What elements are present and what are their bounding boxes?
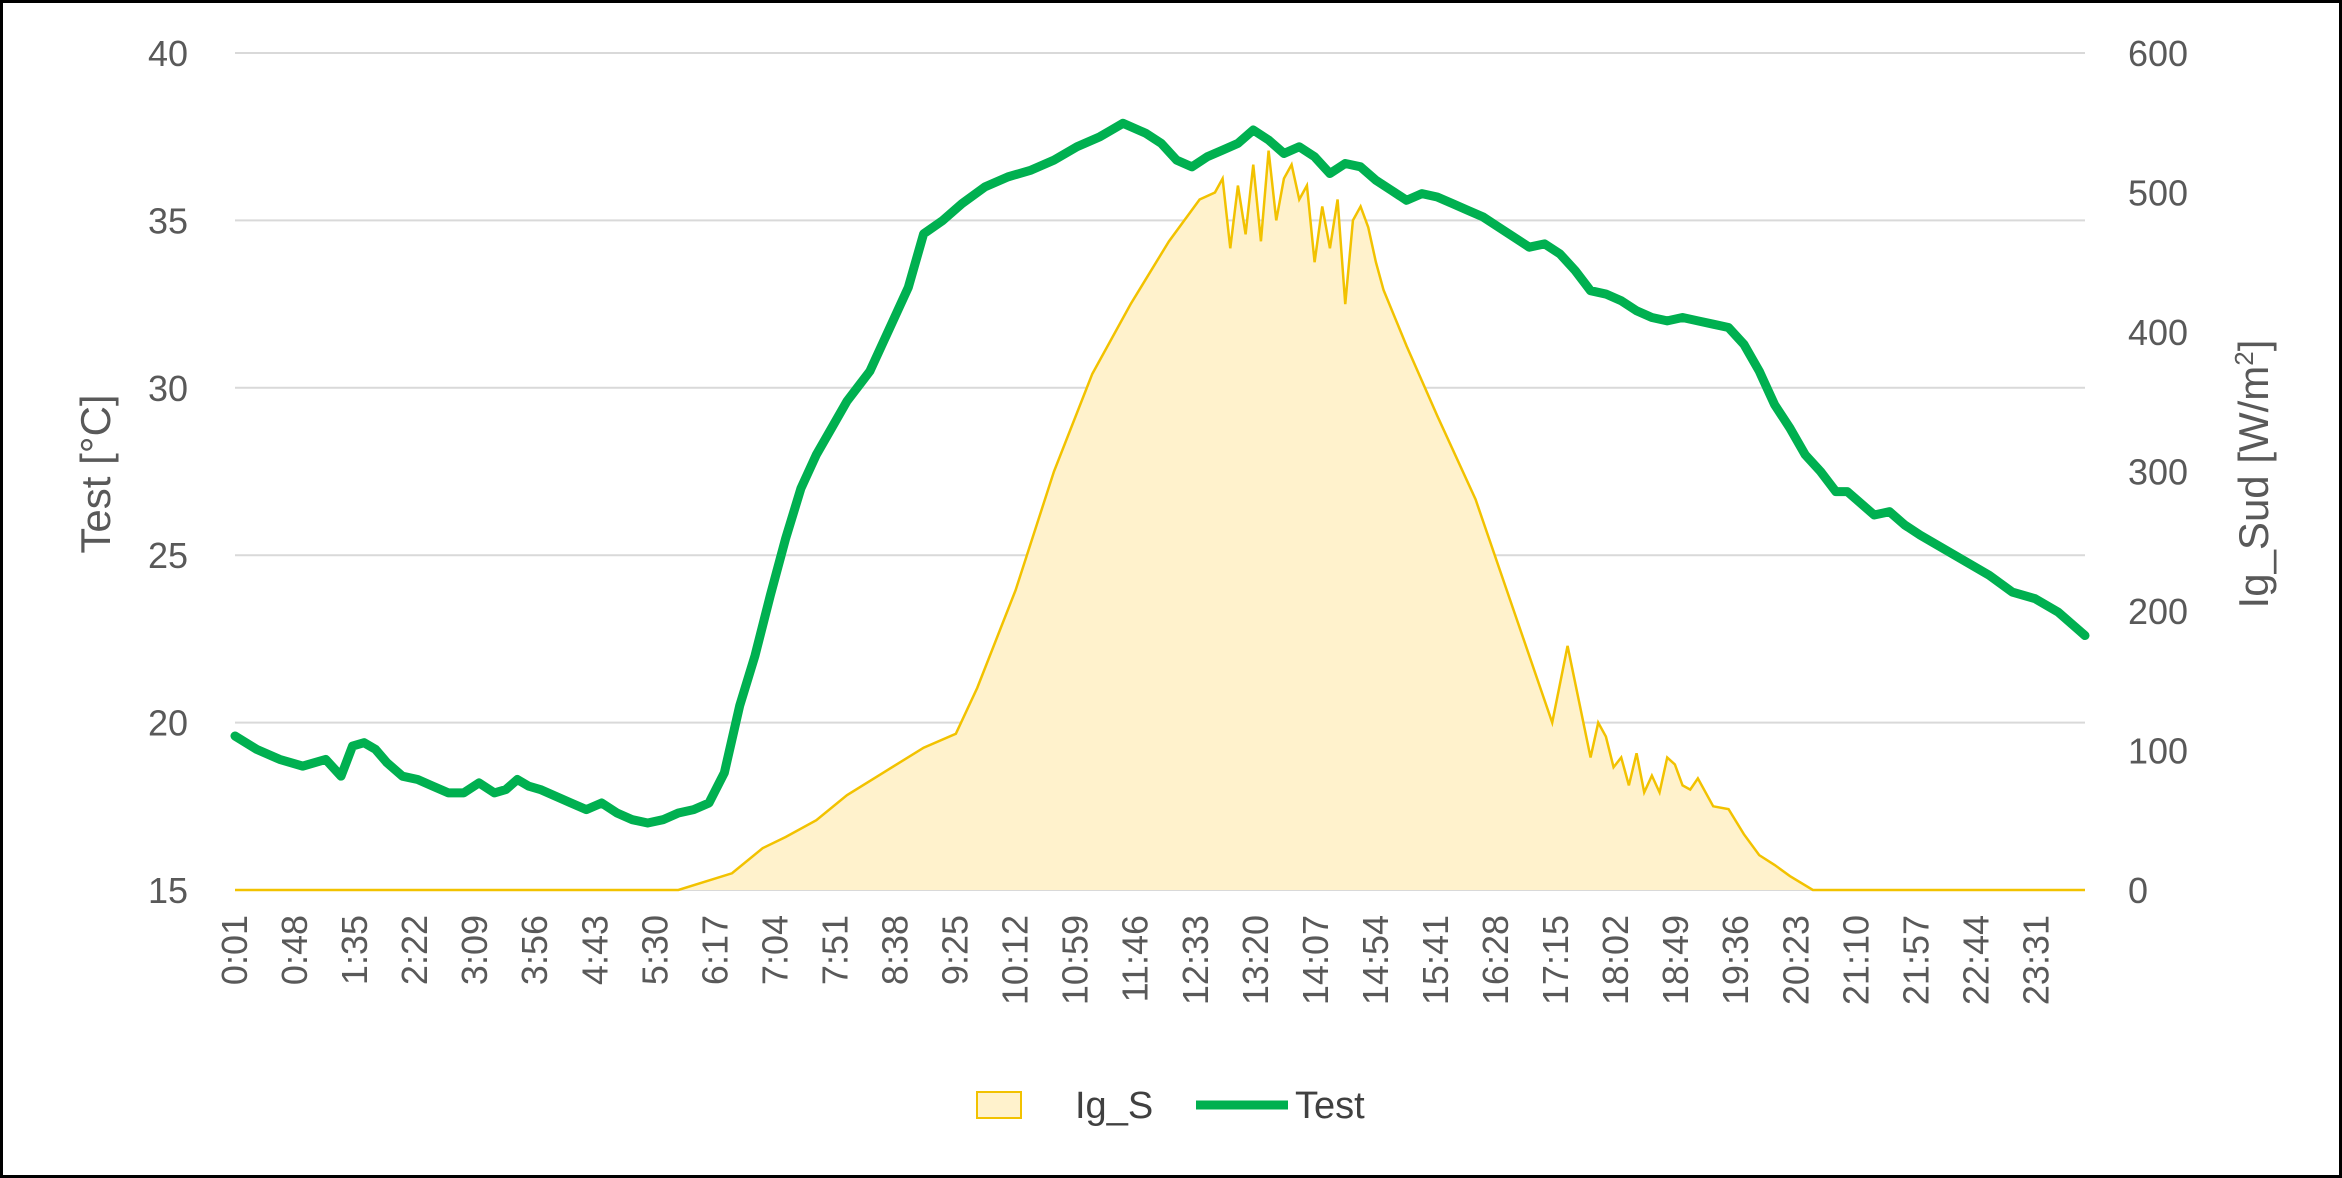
- left-tick-label: 40: [148, 33, 188, 74]
- right-axis-title-end: ]: [2230, 340, 2277, 352]
- x-tick-label: 3:09: [454, 915, 495, 985]
- legend: Ig_S Test: [976, 1085, 1365, 1127]
- x-tick-label: 12:33: [1175, 915, 1216, 1005]
- x-tick-label: 11:46: [1115, 915, 1156, 1002]
- right-tick-label: 500: [2128, 173, 2188, 214]
- right-tick-label: 100: [2128, 731, 2188, 772]
- x-tick-label: 13:20: [1235, 915, 1276, 1005]
- ig-s-series: [235, 150, 2085, 892]
- ig-s-area-fill: [235, 150, 2085, 890]
- right-axis-ticks: 0 100 200 300 400 500 600: [2128, 33, 2188, 911]
- legend-label-ig-s: Ig_S: [1075, 1085, 1153, 1127]
- x-tick-label: 3:56: [514, 915, 555, 985]
- x-tick-label: 7:04: [754, 915, 795, 985]
- test-series: [230, 118, 2090, 828]
- x-tick-label: 8:38: [875, 915, 916, 985]
- x-tick-label: 18:49: [1655, 915, 1696, 1005]
- x-tick-label: 14:07: [1295, 915, 1336, 1005]
- left-tick-label: 35: [148, 200, 188, 241]
- left-tick-label: 15: [148, 870, 188, 911]
- x-tick-label: 17:15: [1535, 915, 1576, 1005]
- x-tick-label: 4:43: [574, 915, 615, 985]
- left-axis-ticks: 15 20 25 30 35 40: [148, 33, 188, 911]
- x-tick-label: 21:10: [1835, 915, 1876, 1005]
- legend-swatch-ig-s: [976, 1091, 1022, 1119]
- x-tick-label: 6:17: [694, 915, 735, 985]
- x-tick-label: 15:41: [1415, 915, 1456, 1005]
- ig-s-area-outline: [235, 150, 2085, 892]
- x-tick-label: 5:30: [634, 915, 675, 985]
- left-tick-label: 20: [148, 703, 188, 744]
- right-axis-title: Ig_Sud [W/m2]: [2229, 340, 2277, 609]
- test-line: [230, 118, 2090, 828]
- left-axis-title: Test [°C]: [72, 394, 119, 553]
- x-tick-label: 20:23: [1775, 915, 1816, 1005]
- right-axis-title-main: Ig_Sud [W/m: [2230, 366, 2277, 609]
- right-tick-label: 600: [2128, 33, 2188, 74]
- legend-label-test: Test: [1295, 1085, 1365, 1127]
- x-tick-label: 23:31: [2015, 915, 2056, 1005]
- x-tick-label: 2:22: [394, 915, 435, 985]
- x-tick-label: 0:01: [214, 915, 255, 985]
- right-tick-label: 0: [2128, 870, 2148, 911]
- x-tick-label: 1:35: [334, 915, 375, 985]
- right-tick-label: 400: [2128, 312, 2188, 353]
- x-tick-label: 10:12: [995, 915, 1036, 1005]
- x-tick-label: 22:44: [1955, 915, 1996, 1005]
- right-tick-label: 300: [2128, 452, 2188, 493]
- left-tick-label: 25: [148, 535, 188, 576]
- right-tick-label: 200: [2128, 591, 2188, 632]
- x-tick-label: 14:54: [1355, 915, 1396, 1005]
- x-tick-label: 10:59: [1055, 915, 1096, 1005]
- x-tick-label: 9:25: [935, 915, 976, 985]
- x-axis-ticks: 0:01 0:48 1:35 2:22 3:09 3:56 4:43 5:30 6:17 7:04…: [214, 915, 2056, 1005]
- left-tick-label: 30: [148, 368, 188, 409]
- x-tick-label: 0:48: [274, 915, 315, 985]
- x-tick-label: 7:51: [814, 915, 855, 985]
- x-tick-label: 18:02: [1595, 915, 1636, 1005]
- right-axis-title-superscript: 2: [2229, 351, 2259, 365]
- x-tick-label: 21:57: [1895, 915, 1936, 1005]
- x-tick-label: 16:28: [1475, 915, 1516, 1005]
- x-tick-label: 19:36: [1715, 915, 1756, 1005]
